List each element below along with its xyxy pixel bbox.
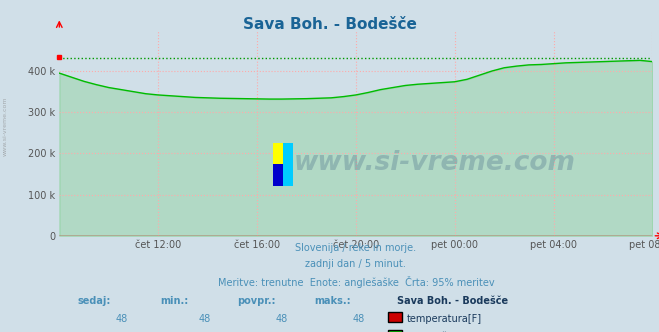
Text: 48: 48 <box>353 314 365 324</box>
FancyBboxPatch shape <box>389 330 401 332</box>
Text: Slovenija / reke in morje.: Slovenija / reke in morje. <box>295 243 416 253</box>
Text: www.si-vreme.com: www.si-vreme.com <box>3 96 8 156</box>
Text: 48: 48 <box>275 314 288 324</box>
Bar <box>273 143 283 164</box>
Bar <box>283 164 293 186</box>
Text: sedaj:: sedaj: <box>77 296 111 306</box>
Text: maks.:: maks.: <box>314 296 351 306</box>
Text: temperatura[F]: temperatura[F] <box>406 314 481 324</box>
Bar <box>283 143 293 164</box>
Text: Sava Boh. - Bodešče: Sava Boh. - Bodešče <box>397 296 509 306</box>
Text: Meritve: trenutne  Enote: anglešaške  Črta: 95% meritev: Meritve: trenutne Enote: anglešaške Črta… <box>217 276 494 288</box>
Bar <box>273 164 283 186</box>
Text: Sava Boh. - Bodešče: Sava Boh. - Bodešče <box>243 17 416 32</box>
Text: www.si-vreme.com: www.si-vreme.com <box>293 150 575 176</box>
Text: povpr.:: povpr.: <box>237 296 275 306</box>
Text: min.:: min.: <box>160 296 188 306</box>
Text: 48: 48 <box>198 314 211 324</box>
Text: 48: 48 <box>115 314 128 324</box>
FancyBboxPatch shape <box>389 312 401 322</box>
Text: zadnji dan / 5 minut.: zadnji dan / 5 minut. <box>305 260 407 270</box>
